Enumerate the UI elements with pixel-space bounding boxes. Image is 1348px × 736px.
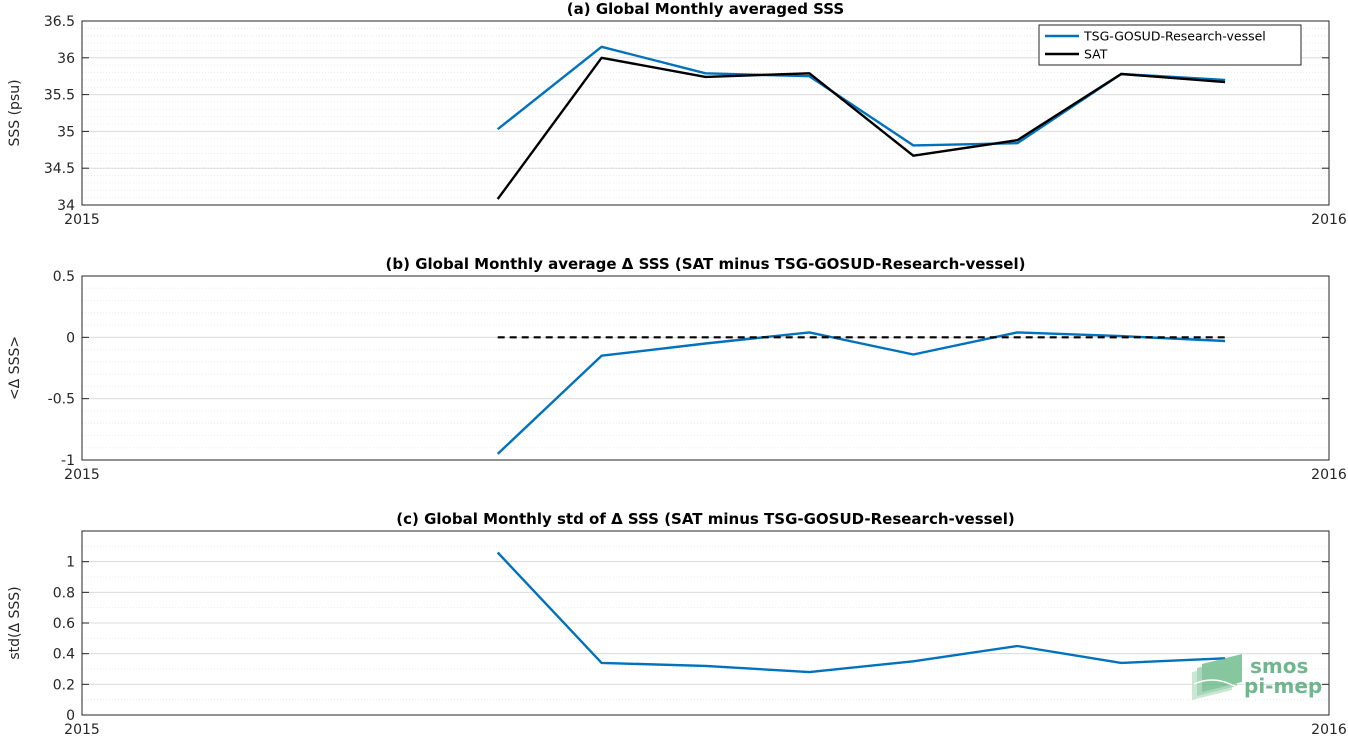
series-line-1 (496, 56, 1226, 200)
y-tick-label: 0.4 (53, 647, 75, 663)
logo-wave-icon (1192, 654, 1246, 700)
chart-title: (b) Global Monthly average Δ SSS (SAT mi… (386, 255, 1026, 273)
series-line-0 (496, 551, 1226, 674)
y-tick-label: 0 (66, 708, 75, 724)
axes-box (81, 20, 1330, 206)
y-axis-label: <Δ SSS> (7, 336, 23, 400)
y-tick-label: 34 (57, 198, 75, 214)
x-tick-label: 2016 (1311, 212, 1347, 228)
y-tick-label: 0 (66, 330, 75, 346)
y-tick-label: 0.6 (53, 616, 75, 632)
y-tick-label: 34.5 (44, 161, 75, 177)
legend-box (1038, 24, 1302, 66)
logo-text-smos: smos (1250, 654, 1308, 678)
axes-box (81, 530, 1330, 716)
y-tick-label: 0.8 (53, 585, 75, 601)
y-tick-label: -1 (61, 453, 75, 469)
logo-text-pimep: pi-mep (1244, 674, 1322, 698)
y-tick-label: 35.5 (44, 88, 75, 104)
x-tick-label: 2015 (64, 212, 100, 228)
axes-box (81, 275, 1330, 461)
y-tick-label: 36 (57, 51, 75, 67)
y-tick-label: 0.2 (53, 677, 75, 693)
chart-title: (c) Global Monthly std of Δ SSS (SAT min… (396, 510, 1014, 528)
y-tick-label: 36.5 (44, 14, 75, 30)
x-tick-label: 2015 (64, 467, 100, 483)
y-tick-label: 0.5 (53, 269, 75, 285)
y-axis-label: std(Δ SSS) (7, 586, 23, 659)
legend-entry: TSG-GOSUD-Research-vessel (1083, 29, 1266, 44)
y-axis-label: SSS (psu) (7, 79, 23, 146)
series-line-0 (496, 331, 1226, 455)
chart-title: (a) Global Monthly averaged SSS (567, 0, 844, 18)
legend: TSG-GOSUD-Research-vessel SAT (1038, 24, 1302, 66)
chart-panel-b: -1 -0.5 0 0.5 2015 2016 (b) Global Monthly ave… (7, 255, 1347, 483)
x-tick-label: 2016 (1311, 722, 1347, 736)
chart-panel-a: 34 34.5 35 35.5 36 36.5 2015 2016 (a) Global Mon… (7, 0, 1347, 228)
x-tick-label: 2016 (1311, 467, 1347, 483)
x-tick-label: 2015 (64, 722, 100, 736)
chart-panel-c: 0 0.2 0.4 0.6 0.8 1 2015 2016 (c) Global Monthly… (7, 510, 1347, 736)
y-tick-label: 35 (57, 124, 75, 140)
smos-pi-mep-logo: smos pi-mep (1192, 654, 1322, 700)
y-tick-label: 1 (66, 555, 75, 571)
y-tick-label: -0.5 (48, 392, 75, 408)
legend-entry: SAT (1084, 47, 1108, 62)
